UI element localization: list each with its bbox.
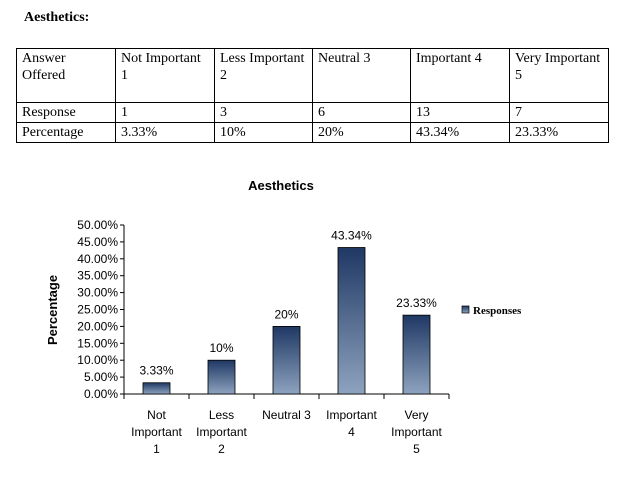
x-tick-label: Important — [131, 425, 182, 439]
table-cell: 13 — [410, 102, 510, 123]
x-tick-label: 5 — [413, 442, 420, 456]
legend-label: Responses — [473, 305, 522, 317]
table-row: Response 1 3 6 13 7 — [16, 102, 609, 123]
table-cell: 20% — [312, 122, 411, 143]
x-tick-label: Important — [391, 425, 442, 439]
legend-swatch — [461, 305, 470, 314]
y-tick-label: 25.00% — [77, 303, 118, 317]
data-label: 43.34% — [331, 229, 372, 243]
table-cell: 43.34% — [410, 122, 510, 143]
y-tick-label: 20.00% — [77, 319, 118, 333]
x-tick-label: 2 — [218, 442, 225, 456]
y-tick-label: 35.00% — [77, 269, 118, 283]
y-tick-label: 15.00% — [77, 336, 118, 350]
bar — [207, 359, 236, 395]
y-tick-label: 45.00% — [77, 235, 118, 249]
x-tick-label: Not — [147, 408, 166, 422]
y-tick-label: 50.00% — [77, 218, 118, 232]
bar — [402, 314, 431, 395]
table-cell: Answer Offered — [16, 48, 116, 103]
y-axis-label: Percentage — [45, 275, 60, 345]
y-tick-label: 0.00% — [84, 387, 118, 401]
y-tick-label: 10.00% — [77, 353, 118, 367]
x-tick-label: Very — [404, 408, 428, 422]
chart-title: Aesthetics — [248, 178, 314, 193]
x-tick-label: Important — [196, 425, 247, 439]
y-tick-label: 30.00% — [77, 286, 118, 300]
bar — [272, 325, 301, 395]
data-label: 23.33% — [396, 296, 437, 310]
data-label: 20% — [274, 307, 298, 321]
table-cell: Very Important 5 — [509, 48, 609, 103]
bar — [337, 247, 366, 395]
x-tick-label: Less — [209, 408, 234, 422]
table-cell: Percentage — [16, 122, 116, 143]
x-tick-label: Neutral 3 — [262, 408, 311, 422]
y-tick-label: 40.00% — [77, 252, 118, 266]
y-tick-label: 5.00% — [84, 370, 118, 384]
table-cell: 10% — [214, 122, 313, 143]
data-label: 3.33% — [139, 364, 173, 378]
x-tick-label: 4 — [348, 425, 355, 439]
table-row: Percentage 3.33% 10% 20% 43.34% 23.33% — [16, 122, 609, 143]
table-cell: 23.33% — [509, 122, 609, 143]
data-label: 10% — [209, 341, 233, 355]
section-heading: Aesthetics: — [24, 10, 90, 25]
x-tick-label: 1 — [153, 442, 160, 456]
x-tick-label: Important — [326, 408, 377, 422]
responses-table: Answer Offered Not Important 1 Less Import… — [16, 48, 609, 143]
bar — [142, 382, 171, 395]
